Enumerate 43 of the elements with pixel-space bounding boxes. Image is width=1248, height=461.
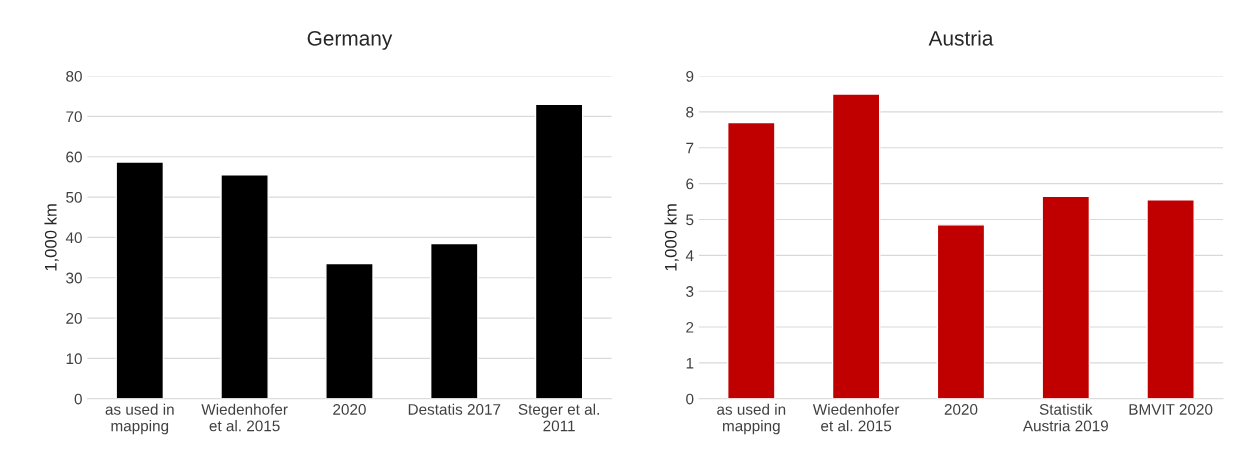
y-tick-label: 40	[65, 232, 82, 244]
bar	[429, 242, 479, 399]
x-tick-label: as used in mapping	[105, 403, 174, 435]
y-tick-label: 20	[66, 312, 82, 324]
bar	[1041, 195, 1091, 399]
chart-title: Austria	[928, 30, 994, 46]
x-tick-label: Wiedenhofer et al. 2015	[201, 403, 288, 432]
bar	[325, 262, 374, 399]
x-tick-label: Steger et al. 2011	[518, 403, 599, 432]
y-tick-label: 0	[74, 393, 82, 405]
y-tick-label: 70	[66, 111, 82, 123]
x-tick-label: as used in mapping	[717, 403, 786, 435]
y-tick-label: 10	[66, 353, 82, 365]
y-axis-title: 1,000 km	[44, 204, 59, 271]
x-tick-label: Destatis 2017	[408, 403, 501, 415]
x-tick-label: Statistik Austria 2019	[1022, 403, 1108, 432]
y-tick-label: 0	[686, 393, 694, 405]
y-tick-label: 9	[686, 70, 694, 82]
y-tick-label: 2	[686, 321, 694, 333]
chart-title: Germany	[307, 30, 393, 50]
bar	[220, 174, 269, 399]
bar	[115, 161, 165, 399]
bar	[534, 103, 584, 399]
bar	[727, 121, 776, 399]
y-tick-label: 1	[686, 357, 694, 369]
x-tick-label: BMVIT 2020	[1129, 404, 1213, 415]
y-tick-label: 5	[686, 214, 694, 226]
y-axis-title: 1,000 km	[664, 204, 679, 271]
y-tick-label: 8	[686, 106, 694, 118]
y-tick-label: 30	[66, 272, 82, 284]
bar	[831, 93, 881, 399]
x-tick-label: Wiedenhofer et al. 2015	[812, 403, 900, 432]
y-tick-label: 60	[66, 151, 82, 163]
y-tick-label: 50	[66, 191, 82, 203]
y-tick-label: 7	[686, 142, 694, 154]
y-tick-label: 6	[686, 178, 694, 190]
y-tick-label: 3	[686, 286, 694, 297]
y-tick-label: 80	[66, 70, 82, 82]
bar	[1146, 199, 1195, 399]
y-tick-label: 4	[685, 250, 694, 261]
x-tick-label: 2020	[944, 404, 978, 415]
x-tick-label: 2020	[333, 404, 366, 415]
bar	[936, 224, 986, 399]
